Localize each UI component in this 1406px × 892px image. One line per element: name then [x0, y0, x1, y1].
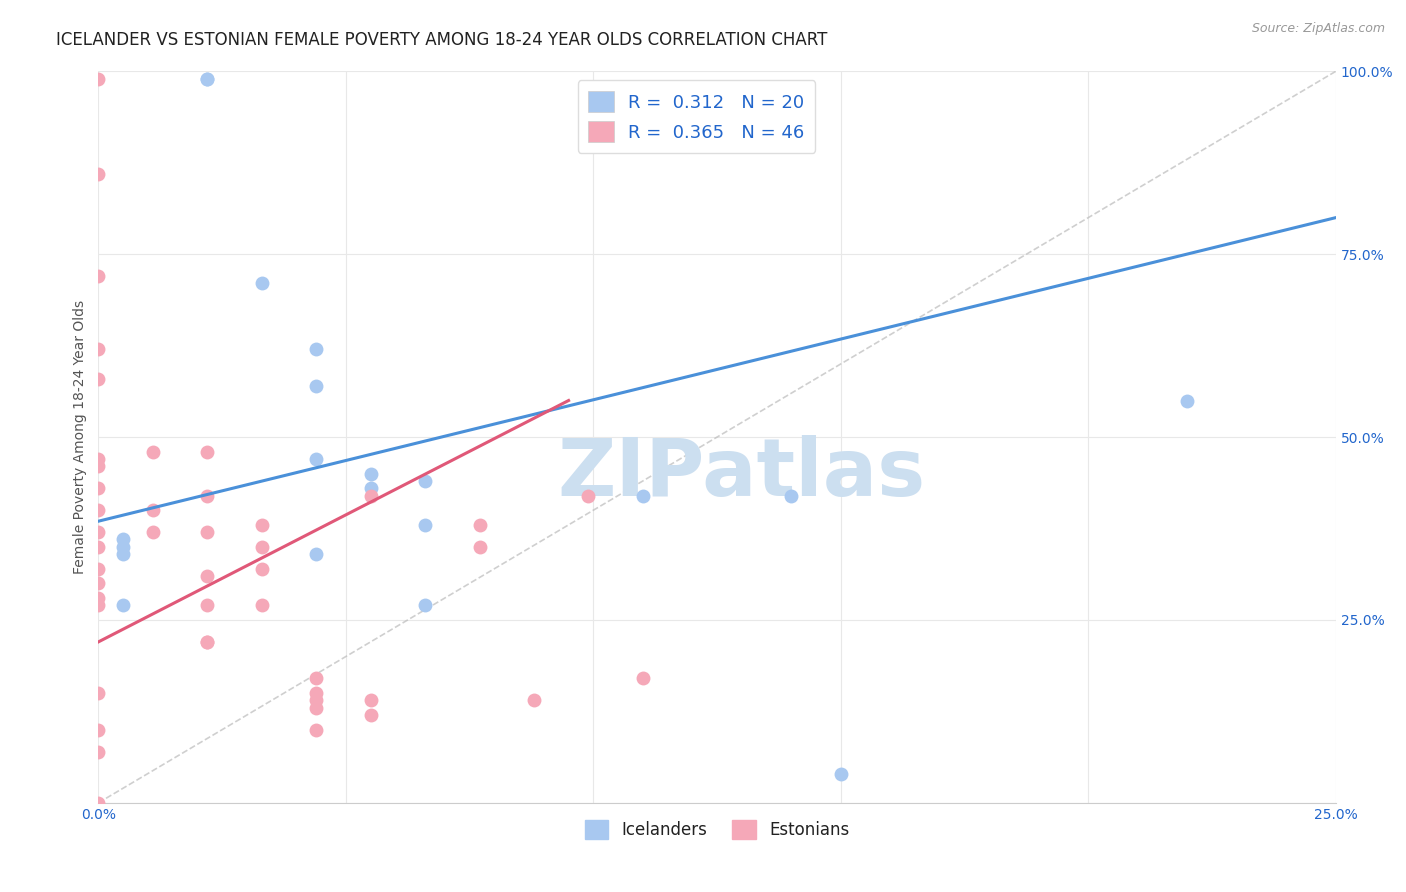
Point [87, 525, 110, 540]
Point [87, 343, 110, 357]
Point [87, 167, 110, 181]
Point [305, 723, 328, 737]
Point [250, 517, 273, 532]
Point [413, 517, 436, 532]
Point [360, 489, 382, 503]
Point [87, 599, 110, 613]
Point [142, 444, 165, 458]
Point [87, 562, 110, 576]
Point [87, 576, 110, 591]
Point [305, 452, 328, 467]
Point [413, 474, 436, 488]
Point [305, 672, 328, 686]
Point [1175, 393, 1198, 408]
Point [250, 599, 273, 613]
Point [112, 547, 135, 561]
Point [305, 343, 328, 357]
Point [87, 540, 110, 554]
Point [87, 503, 110, 517]
Point [87, 796, 110, 810]
Text: ZIPatlas: ZIPatlas [558, 434, 927, 513]
Point [195, 489, 218, 503]
Point [87, 481, 110, 495]
Point [780, 489, 803, 503]
Point [195, 444, 218, 458]
Point [360, 467, 382, 481]
Point [631, 489, 654, 503]
Legend: Icelanders, Estonians: Icelanders, Estonians [578, 814, 856, 846]
Point [87, 591, 110, 605]
Point [195, 71, 218, 86]
Point [830, 766, 852, 780]
Text: Source: ZipAtlas.com: Source: ZipAtlas.com [1251, 22, 1385, 36]
Point [87, 459, 110, 474]
Y-axis label: Female Poverty Among 18-24 Year Olds: Female Poverty Among 18-24 Year Olds [73, 300, 87, 574]
Point [250, 277, 273, 291]
Point [413, 599, 436, 613]
Point [195, 71, 218, 86]
Point [305, 379, 328, 393]
Point [305, 686, 328, 700]
Text: ICELANDER VS ESTONIAN FEMALE POVERTY AMONG 18-24 YEAR OLDS CORRELATION CHART: ICELANDER VS ESTONIAN FEMALE POVERTY AMO… [56, 31, 828, 49]
Point [305, 693, 328, 707]
Point [195, 569, 218, 583]
Point [195, 525, 218, 540]
Point [112, 533, 135, 547]
Point [195, 635, 218, 649]
Point [631, 672, 654, 686]
Point [250, 540, 273, 554]
Point [87, 371, 110, 385]
Point [87, 723, 110, 737]
Point [305, 700, 328, 714]
Point [360, 693, 382, 707]
Point [87, 686, 110, 700]
Point [87, 269, 110, 284]
Point [468, 540, 491, 554]
Point [112, 599, 135, 613]
Point [87, 71, 110, 86]
Point [112, 540, 135, 554]
Point [576, 489, 599, 503]
Point [360, 481, 382, 495]
Point [305, 547, 328, 561]
Point [468, 517, 491, 532]
Point [360, 708, 382, 723]
Point [195, 635, 218, 649]
Point [87, 745, 110, 759]
Point [195, 599, 218, 613]
Point [523, 693, 546, 707]
Point [142, 503, 165, 517]
Point [87, 452, 110, 467]
Point [250, 562, 273, 576]
Point [142, 525, 165, 540]
